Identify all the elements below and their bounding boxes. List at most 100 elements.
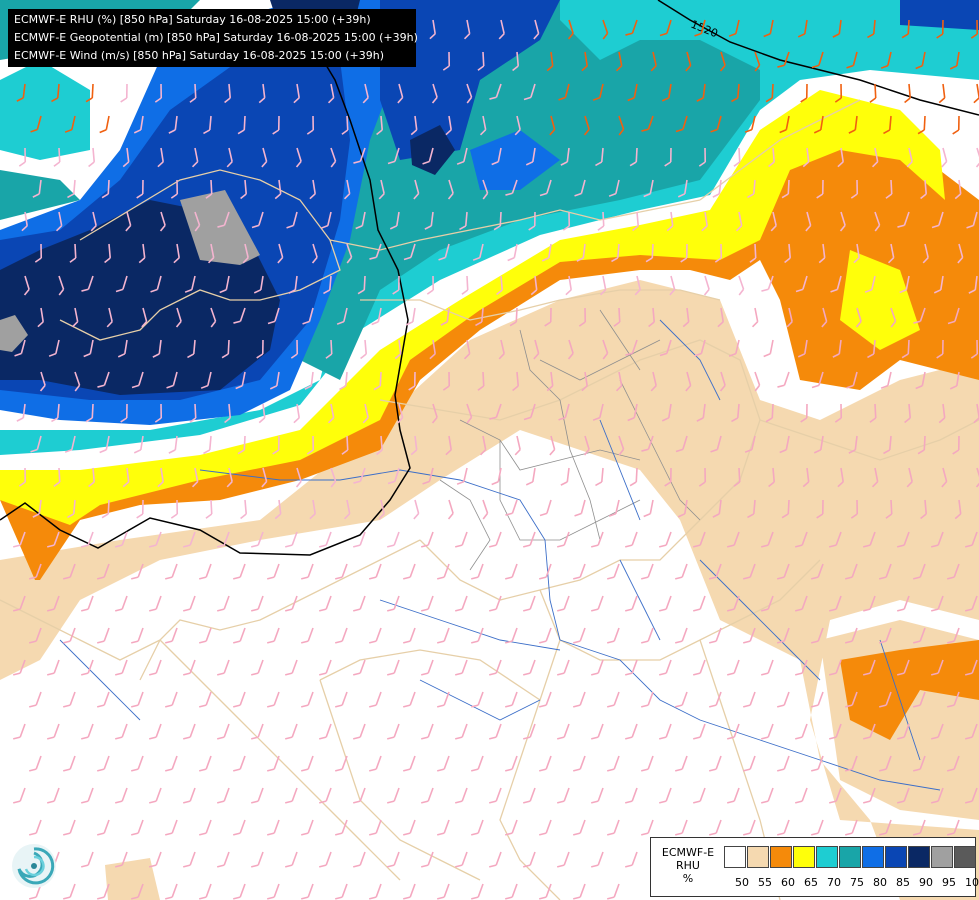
wind-barb	[376, 115, 384, 136]
wind-barb	[13, 723, 26, 740]
wind-barb	[965, 531, 978, 548]
wind-barb	[539, 883, 552, 900]
wind-barb	[261, 467, 268, 488]
wind-barb	[184, 275, 196, 293]
wind-barb	[471, 691, 484, 708]
wind-barb	[693, 595, 706, 612]
wind-barb	[949, 51, 960, 70]
wind-barb	[629, 467, 638, 487]
wind-barb	[761, 531, 774, 548]
wind-barb	[442, 371, 451, 391]
wind-barb	[149, 723, 162, 740]
wind-barb	[661, 403, 672, 422]
wind-barb	[669, 275, 676, 296]
wind-barb	[709, 627, 722, 644]
wind-barb	[285, 851, 298, 868]
wind-barb	[591, 851, 604, 868]
wind-barb	[81, 595, 94, 612]
wind-barb	[733, 147, 741, 167]
wind-barb	[403, 755, 416, 772]
wind-barb	[539, 179, 552, 197]
wind-barb	[754, 371, 761, 392]
wind-barb	[319, 659, 332, 676]
wind-barb	[81, 851, 94, 868]
wind-barb	[947, 563, 960, 580]
wind-barb	[608, 499, 620, 517]
wind-barb	[97, 627, 110, 644]
wind-barb	[81, 787, 94, 804]
wind-barb	[97, 563, 110, 580]
wind-barb	[479, 115, 487, 136]
band-50-55	[0, 280, 979, 900]
wind-barb	[463, 339, 471, 360]
wind-barb	[362, 83, 369, 104]
wind-barb	[203, 435, 212, 455]
wind-barb	[455, 851, 468, 868]
wind-barb	[592, 403, 604, 421]
wind-barb	[558, 83, 570, 101]
wind-barb	[615, 51, 623, 72]
wind-barb	[403, 883, 416, 900]
wind-barb	[217, 787, 230, 804]
wind-barb	[335, 883, 348, 900]
wind-barb	[869, 403, 877, 423]
wind-barb	[719, 51, 726, 72]
wind-barb	[920, 499, 928, 520]
wind-barb	[591, 787, 604, 804]
wind-barb	[422, 467, 434, 485]
wind-barb	[14, 339, 26, 357]
wind-barb	[30, 115, 42, 133]
wind-barb	[837, 467, 844, 488]
wind-barb	[947, 627, 960, 644]
wind-barb	[64, 435, 76, 453]
wind-barb	[253, 275, 264, 294]
wind-barb	[641, 627, 654, 644]
wind-barb	[816, 499, 824, 519]
wind-barb	[437, 755, 450, 772]
wind-barb	[47, 723, 60, 740]
wind-barb	[936, 19, 944, 39]
wind-barb	[832, 19, 842, 38]
wind-barb	[797, 339, 808, 358]
wind-barb	[362, 403, 369, 424]
wind-barb	[717, 307, 724, 328]
wind-barb	[797, 19, 808, 38]
wind-barb	[149, 787, 162, 804]
band-60-65	[0, 90, 945, 525]
wind-barb	[489, 531, 502, 548]
wind-barb	[335, 627, 348, 644]
wind-barb	[846, 51, 858, 69]
wind-barb	[251, 211, 264, 229]
wind-barb	[968, 275, 978, 294]
swirl-logo-icon	[11, 843, 57, 889]
wind-barb	[217, 851, 230, 868]
wind-barb	[217, 659, 230, 676]
legend-tick: 100	[965, 876, 979, 889]
wind-barb	[309, 499, 316, 520]
wind-barb	[37, 307, 44, 328]
wind-barb	[272, 435, 280, 455]
wind-barb	[592, 83, 604, 101]
wind-barb	[125, 211, 132, 232]
wind-barb	[607, 627, 620, 644]
wind-barb	[523, 83, 536, 101]
wind-barb	[479, 435, 487, 456]
wind-barb	[18, 467, 27, 487]
wind-barb	[445, 435, 452, 456]
wind-barb	[591, 659, 604, 676]
wind-barb	[505, 883, 518, 900]
wind-barb	[306, 115, 315, 135]
wind-barb	[47, 531, 60, 548]
wind-barb	[325, 339, 333, 359]
wind-barb	[272, 115, 280, 135]
wind-barb	[525, 467, 536, 486]
wind-barb	[274, 179, 282, 200]
wind-barb	[523, 787, 536, 804]
wind-barbs	[13, 19, 979, 900]
wind-barb	[744, 435, 756, 453]
wind-barb	[421, 851, 434, 868]
wind-barb	[936, 339, 944, 359]
wind-barb	[625, 19, 638, 36]
wind-barb	[512, 371, 520, 392]
wind-barb	[913, 819, 926, 836]
